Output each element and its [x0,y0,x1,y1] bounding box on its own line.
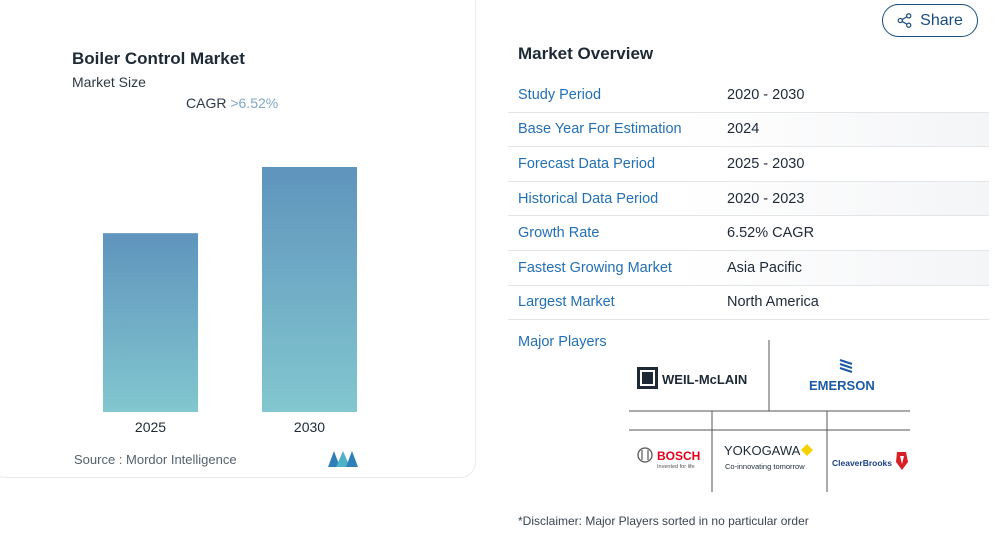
bosch-tagline: Invented for life [657,464,695,470]
share-icon [897,13,912,28]
bar-2025 [103,233,198,412]
overview-title: Market Overview [518,44,654,63]
overview-label: Study Period [518,86,602,103]
overview-label: Forecast Data Period [518,155,656,172]
overview-row: Study Period 2020 - 2030 [508,78,989,113]
source-value: Mordor Intelligence [126,452,237,467]
yokogawa-logo: YOKOGAWA Co-innovating tomorrow [724,443,813,471]
overview-label: Fastest Growing Market [518,259,672,276]
overview-value: North America [727,294,819,311]
bar-2030 [262,167,357,412]
major-players-title: Major Players [518,334,607,350]
cagr-text: CAGR >6.52% [186,95,278,111]
emerson-text: EMERSON [809,378,875,393]
share-button[interactable]: Share [882,4,978,37]
weil-mclain-logo: WEIL-McLAIN [637,367,747,389]
overview-row: Growth Rate 6.52% CAGR [508,216,989,251]
overview-row: Largest Market North America [508,286,989,321]
overview-table: Study Period 2020 - 2030 Base Year For E… [508,78,989,321]
weil-mclain-text: WEIL-McLAIN [662,372,747,387]
cleaverbrooks-text: CleaverBrooks [832,458,892,468]
x-tick-label: 2025 [135,419,166,435]
overview-value: 2020 - 2023 [727,190,805,207]
disclaimer-text: *Disclaimer: Major Players sorted in no … [518,514,809,528]
chart-subtitle: Market Size [72,74,146,90]
overview-row: Base Year For Estimation 2024 [508,112,989,148]
chart-card [0,0,476,478]
source-text: Source : Mordor Intelligence [74,452,237,467]
cleaverbrooks-logo: CleaverBrooks [832,452,908,470]
x-tick-label: 2030 [294,419,325,435]
overview-label: Growth Rate [518,225,600,242]
mordor-logo-icon [328,451,358,467]
bosch-text: BOSCH [657,449,700,463]
overview-label: Historical Data Period [518,190,659,207]
yokogawa-text: YOKOGAWA [724,443,801,458]
market-size-chart: 2025 2030 [103,167,357,435]
emerson-logo: EMERSON [809,359,875,393]
overview-label: Largest Market [518,294,615,311]
overview-row: Fastest Growing Market Asia Pacific [508,250,989,286]
overview-value: 2024 [727,121,760,138]
overview-row: Forecast Data Period 2025 - 2030 [508,147,989,182]
yokogawa-tagline: Co-innovating tomorrow [725,462,805,471]
overview-label: Base Year For Estimation [518,121,682,138]
cagr-label: CAGR [186,95,227,111]
overview-value: 6.52% CAGR [727,225,815,242]
share-label: Share [920,11,963,29]
overview-row: Historical Data Period 2020 - 2023 [508,181,989,217]
source-label: Source : [74,452,123,467]
overview-value: 2020 - 2030 [727,86,805,103]
overview-value: Asia Pacific [727,259,802,276]
chart-title: Boiler Control Market [72,49,245,68]
bosch-logo: BOSCH Invented for life [637,447,700,470]
overview-value: 2025 - 2030 [727,155,805,172]
cagr-value: >6.52% [230,95,279,111]
